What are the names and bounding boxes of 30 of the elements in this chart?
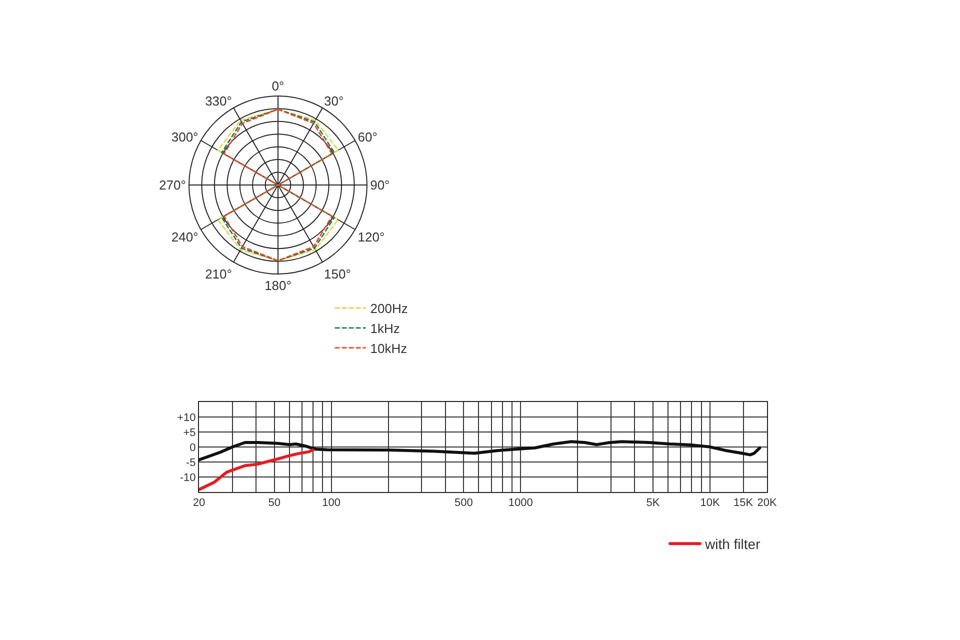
legend-label: 200Hz [370, 301, 408, 316]
spoke-label: 90° [370, 178, 390, 193]
x-tick-label: 15K [734, 497, 754, 510]
legend-label: with filter [704, 536, 761, 552]
y-tick-label: 0 [190, 442, 196, 454]
x-tick-label: 5K [646, 497, 660, 510]
spoke-label: 300° [171, 130, 198, 145]
y-tick-label: -5 [186, 456, 196, 469]
spoke-label: 240° [171, 229, 198, 244]
x-tick-label: 1000 [508, 497, 533, 510]
legend-label: 10kHz [370, 340, 408, 356]
y-tick-label: +5 [183, 426, 196, 439]
y-tick-label: +10 [177, 412, 196, 424]
spoke-label: 150° [324, 266, 351, 282]
spoke-label: 120° [358, 229, 385, 244]
y-tick-label: -10 [180, 472, 196, 484]
legend-label: 1kHz [370, 320, 400, 336]
x-tick-label: 500 [454, 497, 473, 510]
spoke-label: 30° [324, 93, 344, 108]
spoke-label: 0° [272, 78, 284, 94]
spoke-label: 60° [358, 130, 378, 145]
spoke-label: 210° [205, 266, 232, 282]
x-tick-label: 10K [700, 497, 720, 510]
spoke-label: 330° [205, 93, 232, 108]
x-tick-label: 20 [192, 497, 206, 510]
x-tick-label: 50 [268, 497, 280, 510]
spoke-label: 180° [264, 278, 292, 294]
x-tick-label: 20K [757, 497, 778, 510]
x-tick-label: 100 [322, 497, 341, 510]
spoke-label: 270° [159, 178, 186, 193]
